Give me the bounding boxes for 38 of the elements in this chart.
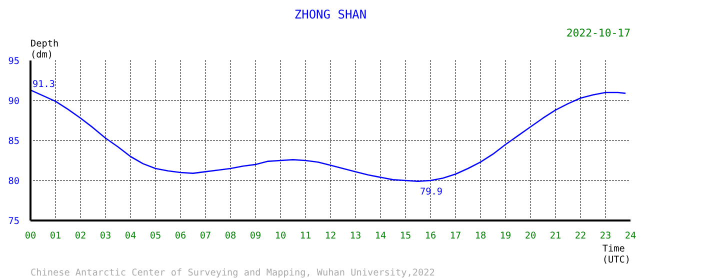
x-tick-label: 10 bbox=[274, 230, 286, 242]
x-tick-label: 18 bbox=[474, 230, 486, 242]
x-tick-label: 21 bbox=[550, 230, 562, 242]
x-tick-label: 11 bbox=[300, 230, 312, 242]
x-tick-label: 04 bbox=[124, 230, 136, 242]
x-tick-label: 17 bbox=[450, 230, 462, 242]
y-tick-label: 80 bbox=[8, 176, 20, 187]
x-axis-title: Time (UTC) bbox=[602, 244, 631, 266]
text: 2022-10-17 bbox=[566, 26, 630, 40]
y-tick-label: 75 bbox=[8, 216, 20, 227]
x-tick-label: 13 bbox=[350, 230, 362, 242]
x-tick-label: 16 bbox=[424, 230, 436, 242]
x-tick-label: 06 bbox=[174, 230, 186, 242]
x-tick-label: 02 bbox=[74, 230, 86, 242]
x-tick-label: 08 bbox=[224, 230, 236, 242]
y-tick-label: 95 bbox=[8, 56, 20, 67]
x-tick-label: 15 bbox=[400, 230, 412, 242]
annotation: 79.9 bbox=[420, 186, 442, 198]
line-series bbox=[30, 89, 626, 182]
x-tick-label: 03 bbox=[100, 230, 112, 242]
annotation: 91.3 bbox=[32, 79, 55, 90]
text: Chinese Antarctic Center of Surveying and Mapping, Wuhan University,2022 bbox=[30, 268, 435, 278]
y-tick-label: 85 bbox=[8, 136, 20, 147]
x-tick-label: 14 bbox=[374, 230, 386, 242]
x-tick-label: 12 bbox=[324, 230, 336, 242]
y-axis-title: Depth (dm) bbox=[30, 38, 59, 60]
x-tick-label: 22 bbox=[574, 230, 586, 242]
x-tick-label: 09 bbox=[250, 230, 262, 242]
x-tick-label: 07 bbox=[200, 230, 212, 242]
x-tick-label: 01 bbox=[50, 230, 62, 242]
y-tick-label: 90 bbox=[8, 96, 20, 107]
chart-title: ZHONG SHAN bbox=[294, 8, 367, 22]
x-tick-label: 24 bbox=[624, 230, 636, 242]
x-tick-label: 19 bbox=[500, 230, 512, 242]
x-tick-label: 20 bbox=[524, 230, 536, 242]
x-tick-label: 00 bbox=[24, 230, 36, 242]
x-tick-label: 23 bbox=[600, 230, 612, 242]
x-tick-label: 05 bbox=[150, 230, 162, 242]
